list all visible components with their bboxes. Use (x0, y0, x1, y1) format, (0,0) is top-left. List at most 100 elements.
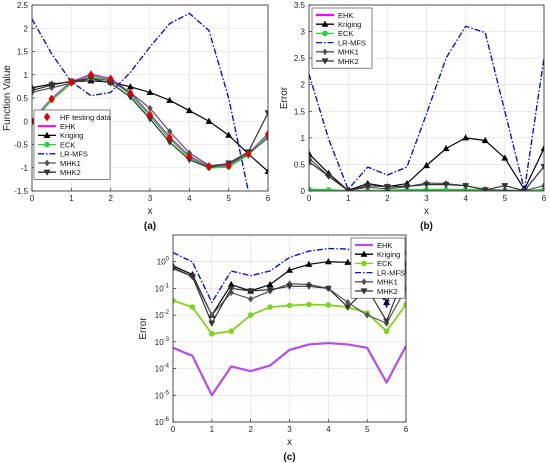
tick-exponent: -6 (164, 417, 170, 423)
y-tick-label: 3.5 (294, 1, 306, 10)
chart-c: 0 1 2 3 4 5 610-610-510-410-310-210-1100xError… (138, 234, 409, 463)
legend-label: EHK (377, 241, 392, 250)
y-axis-label: Error (138, 317, 149, 340)
x-tick-label: 6 (542, 194, 547, 203)
data-point-mhk2 (383, 184, 391, 191)
legend-label: MHK1 (60, 159, 81, 168)
x-axis-label: x (287, 437, 292, 448)
y-tick-label: 2.5 (17, 1, 29, 10)
data-point-mhk1 (541, 182, 544, 190)
data-point-kriging (266, 280, 274, 288)
data-point-mhk2 (423, 182, 430, 189)
legend-label: Kriging (377, 250, 400, 259)
legend-label: LR-MFS (60, 150, 88, 159)
y-tick-label: 2.5 (294, 54, 306, 63)
y-tick-label: 0 (301, 187, 306, 196)
x-tick-label: 6 (404, 425, 409, 434)
data-point-hf (166, 133, 173, 142)
legend-marker (44, 141, 50, 148)
data-point-eck (306, 301, 312, 308)
legend-marker (321, 20, 329, 27)
tick-exponent: -2 (164, 310, 170, 316)
data-point-eck (325, 302, 332, 308)
legend-label: MHK1 (338, 48, 359, 57)
data-point-kriging (501, 154, 509, 161)
x-tick-label: 2 (108, 194, 113, 203)
tick-base: 10 (155, 338, 164, 347)
data-point-kriging (305, 260, 313, 267)
data-point-hf (127, 88, 134, 98)
y-tick-label: 0.5 (17, 94, 29, 103)
data-point-hf (146, 110, 154, 120)
x-tick-label: 1 (69, 194, 74, 203)
y-tick-label: 10-3 (155, 337, 170, 347)
data-point-mhk1 (209, 311, 215, 319)
data-point-mhk2 (208, 320, 216, 327)
tick-base: 10 (155, 365, 164, 374)
y-tick-label: 1 (24, 71, 29, 80)
data-point-kriging (442, 144, 450, 152)
data-point-eck (383, 328, 390, 335)
data-point-hf (225, 161, 232, 171)
legend-label: Kriging (60, 131, 83, 140)
x-tick-label: 5 (365, 425, 370, 434)
y-tick-label: 2 (24, 24, 29, 33)
legend-label: Kriging (338, 20, 361, 29)
x-tick-label: 6 (266, 194, 271, 203)
data-point-kriging (205, 117, 213, 124)
legend-marker (322, 30, 328, 37)
tick-exponent: 0 (166, 257, 170, 263)
data-point-mhk2 (364, 183, 372, 190)
tick-base: 10 (155, 418, 164, 427)
y-tick-label: -1 (21, 164, 29, 173)
x-tick-label: 3 (287, 425, 292, 434)
legend-label: EHK (60, 122, 75, 131)
data-point-kriging (225, 131, 233, 138)
data-point-hf (186, 152, 193, 161)
legend-marker (43, 112, 51, 122)
legend-marker (44, 159, 50, 167)
x-tick-label: 3 (424, 194, 429, 203)
data-point-kriging (540, 144, 544, 152)
x-tick-label: 4 (326, 425, 331, 434)
data-point-eck (228, 328, 235, 335)
data-point-eck (173, 297, 176, 304)
y-tick-label: 10-6 (155, 417, 170, 427)
legend-box (311, 7, 373, 69)
legend: HF testing dataEHKKrigingECKLR-MFSMHK1MH… (33, 109, 112, 180)
x-tick-label: 4 (463, 194, 468, 203)
legend-marker (360, 250, 368, 257)
ticks: 0 1 2 3 4 5 6 0 0.5 1 1.5 2 2.5 3 3.5 (294, 1, 547, 203)
y-tick-label: 1 (301, 134, 306, 143)
data-point-mhk1 (364, 311, 370, 319)
series-line-ehk (173, 341, 406, 397)
legend-label: MHK2 (377, 287, 398, 296)
data-point-kriging (126, 83, 134, 90)
y-tick-label: 2 (301, 81, 306, 90)
x-tick-label: 1 (210, 425, 215, 434)
legend-marker (321, 58, 329, 65)
data-point-kriging (324, 258, 332, 265)
tick-exponent: -3 (164, 337, 170, 343)
legend-marker (360, 288, 368, 295)
data-point-mhk2 (383, 318, 391, 325)
chart-a: 0 1 2 3 4 5 6 -1.5 -1 -0.5 0 0.5 1 1.5 2 2.5 x Function V… (2, 1, 271, 232)
data-point-hf (68, 77, 75, 87)
legend-marker (322, 48, 328, 56)
x-tick-label: 4 (187, 194, 192, 203)
data-point-mhk2 (286, 283, 293, 290)
x-tick-label: 2 (385, 194, 390, 203)
data-point-kriging (166, 96, 174, 103)
y-tick-label: -1.5 (14, 187, 28, 196)
data-point-mhk2 (48, 82, 56, 89)
tick-exponent: -4 (164, 364, 170, 370)
x-tick-label: 0 (171, 425, 176, 434)
legend-label: ECK (60, 140, 75, 149)
data-point-eck (189, 304, 196, 310)
legend-label: LR-MFS (377, 268, 405, 277)
data-point-kriging (264, 167, 268, 175)
data-point-kriging (286, 266, 293, 273)
data-point-mhk2 (247, 288, 255, 295)
data-point-mhk2 (266, 287, 274, 294)
